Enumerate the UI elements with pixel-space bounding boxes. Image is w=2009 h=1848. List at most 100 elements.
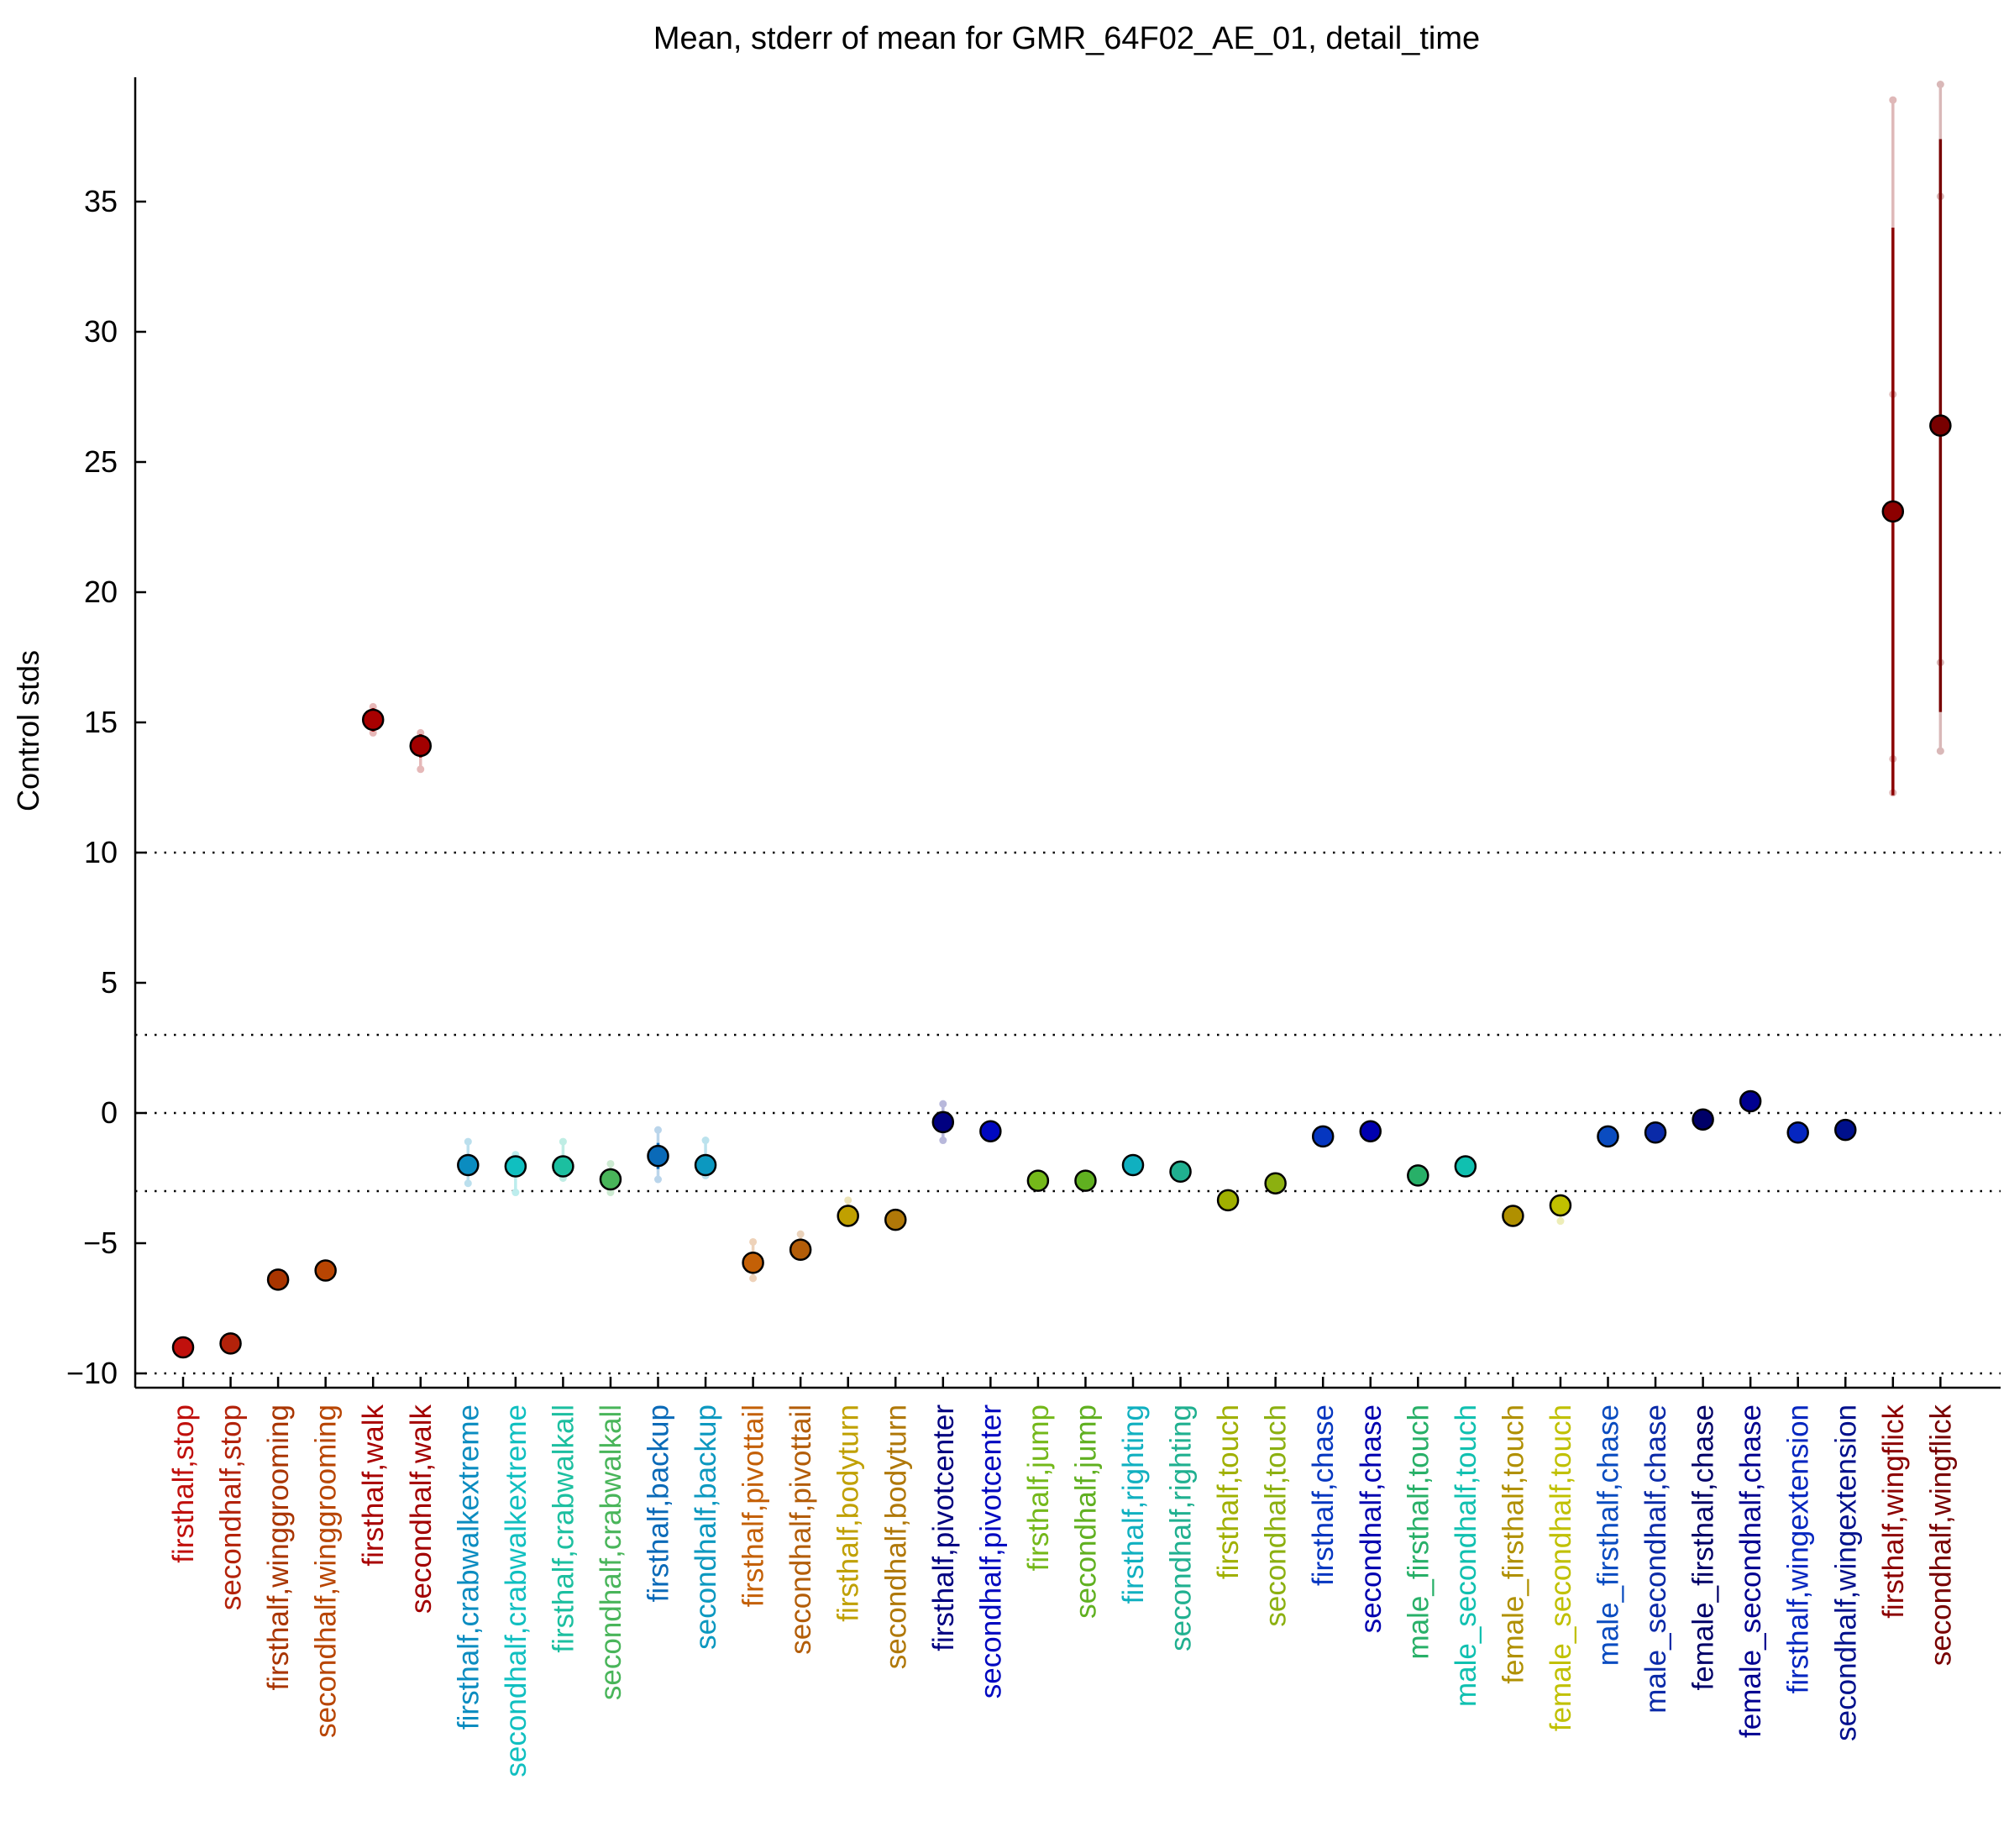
reference-lines	[135, 851, 2001, 1375]
mean-point	[1311, 1125, 1335, 1148]
mean-point	[979, 1120, 1002, 1142]
mean-point	[504, 1155, 527, 1178]
mean-point	[1549, 1194, 1572, 1217]
range-high-dot	[749, 1237, 758, 1246]
mean-point	[1216, 1189, 1240, 1212]
error-bars	[179, 81, 1944, 1357]
category-label: secondhalf,wingextension	[1829, 1404, 1862, 1741]
y-tick-label: 35	[84, 184, 118, 218]
category-label: secondhalf,crabwalkall	[595, 1404, 627, 1700]
category-label: secondhalf,touch	[1260, 1404, 1293, 1627]
mean-point	[1264, 1172, 1287, 1194]
mean-point	[171, 1336, 195, 1359]
category-label: female_firsthalf,chase	[1687, 1404, 1720, 1690]
mean-point	[1407, 1164, 1429, 1187]
mean-point	[1074, 1169, 1097, 1192]
data-points	[171, 414, 1952, 1359]
range-low-dot	[369, 728, 377, 737]
range-low-dot	[749, 1274, 758, 1283]
category-label: male_firsthalf,touch	[1402, 1404, 1435, 1659]
mean-point	[314, 1259, 337, 1282]
range-high-dot	[1889, 96, 1897, 104]
category-label: firsthalf,pivottail	[737, 1404, 770, 1607]
category-label: secondhalf,righting	[1165, 1404, 1198, 1651]
y-tick-label: 15	[84, 705, 118, 739]
mean-point	[266, 1268, 290, 1291]
category-label: secondhalf,wingflick	[1924, 1404, 1957, 1667]
category-label: secondhalf,walk	[405, 1404, 438, 1614]
range-high-dot	[464, 1137, 472, 1146]
range-high-dot	[654, 1126, 662, 1134]
range-low-dot	[511, 1189, 520, 1197]
y-tick-label: 10	[84, 835, 118, 869]
chart-title: Mean, stderr of mean for GMR_64F02_AE_01…	[653, 21, 1480, 56]
category-label: firsthalf,walk	[357, 1404, 390, 1567]
mean-point	[1786, 1121, 1809, 1144]
mean-point	[1597, 1125, 1619, 1148]
mean-point	[1502, 1205, 1524, 1227]
mean-point	[552, 1155, 574, 1178]
category-label: female_firsthalf,touch	[1497, 1404, 1529, 1684]
range-low-dot	[654, 1175, 662, 1184]
range-high-dot	[559, 1137, 567, 1146]
category-label: male_firsthalf,chase	[1592, 1404, 1625, 1666]
y-tick-label: −10	[66, 1356, 118, 1390]
mean-point	[1359, 1120, 1382, 1142]
mean-point	[1739, 1089, 1762, 1113]
category-label: firsthalf,wingextension	[1782, 1404, 1815, 1693]
category-label: firsthalf,righting	[1117, 1404, 1150, 1604]
y-tick-label: −5	[83, 1226, 118, 1260]
mean-point	[457, 1153, 480, 1177]
mean-point	[1881, 500, 1905, 523]
category-label: firsthalf,crabwalkall	[547, 1404, 580, 1653]
range-low-dot	[464, 1179, 472, 1188]
mean-point	[409, 734, 432, 758]
range-high-dot	[796, 1230, 805, 1238]
mean-point	[1454, 1155, 1477, 1178]
category-label: firsthalf,winggrooming	[262, 1404, 295, 1690]
axes	[134, 77, 2001, 1389]
range-high-dot	[417, 728, 425, 737]
range-low-dot	[1936, 747, 1944, 755]
category-label: secondhalf,jump	[1069, 1404, 1102, 1619]
category-label: secondhalf,backup	[690, 1404, 722, 1650]
category-label: firsthalf,pivotcenter	[927, 1404, 960, 1651]
category-label: firsthalf,crabwalkextreme	[452, 1404, 485, 1730]
category-label: secondhalf,winggrooming	[310, 1404, 343, 1738]
category-label: firsthalf,backup	[643, 1404, 675, 1602]
range-high-dot	[1936, 81, 1944, 88]
category-label: female_secondhalf,touch	[1545, 1404, 1577, 1731]
mean-point	[1644, 1121, 1667, 1144]
range-low-dot	[1556, 1217, 1565, 1226]
range-low-dot	[417, 765, 425, 774]
mean-point	[1834, 1118, 1857, 1142]
y-tick-label: 0	[101, 1095, 118, 1130]
category-label: firsthalf,bodyturn	[832, 1404, 865, 1622]
category-label: female_secondhalf,chase	[1734, 1404, 1767, 1738]
mean-point	[884, 1208, 907, 1231]
category-labels: firsthalf,stop secondhalf,stop firsthalf,w…	[167, 1404, 1957, 1777]
mean-point	[1929, 414, 1952, 437]
range-low-dot	[606, 1189, 615, 1197]
category-label: secondhalf,pivottail	[784, 1404, 817, 1655]
range-high-dot	[369, 702, 377, 711]
category-label: firsthalf,stop	[167, 1404, 200, 1563]
range-high-dot	[701, 1137, 710, 1145]
y-ticks: −10 −5 0 5 10 15 20 25 30 35	[66, 184, 146, 1390]
category-label: secondhalf,stop	[215, 1404, 248, 1610]
mean-point	[599, 1168, 622, 1191]
mean-point	[361, 708, 385, 732]
y-tick-label: 25	[84, 444, 118, 479]
category-label: firsthalf,touch	[1212, 1404, 1245, 1579]
mean-point	[694, 1153, 717, 1177]
y-axis-label: Control stds	[11, 650, 45, 811]
mean-point	[1169, 1160, 1192, 1183]
y-tick-label: 30	[84, 314, 118, 349]
range-high-dot	[606, 1159, 615, 1168]
category-label: secondhalf,pivotcenter	[974, 1404, 1007, 1699]
category-label: firsthalf,wingflick	[1877, 1404, 1910, 1619]
mean-point	[1121, 1153, 1145, 1177]
category-label: male_secondhalf,touch	[1450, 1404, 1482, 1707]
category-label: firsthalf,chase	[1307, 1404, 1340, 1586]
category-label: secondhalf,crabwalkextreme	[500, 1404, 532, 1777]
